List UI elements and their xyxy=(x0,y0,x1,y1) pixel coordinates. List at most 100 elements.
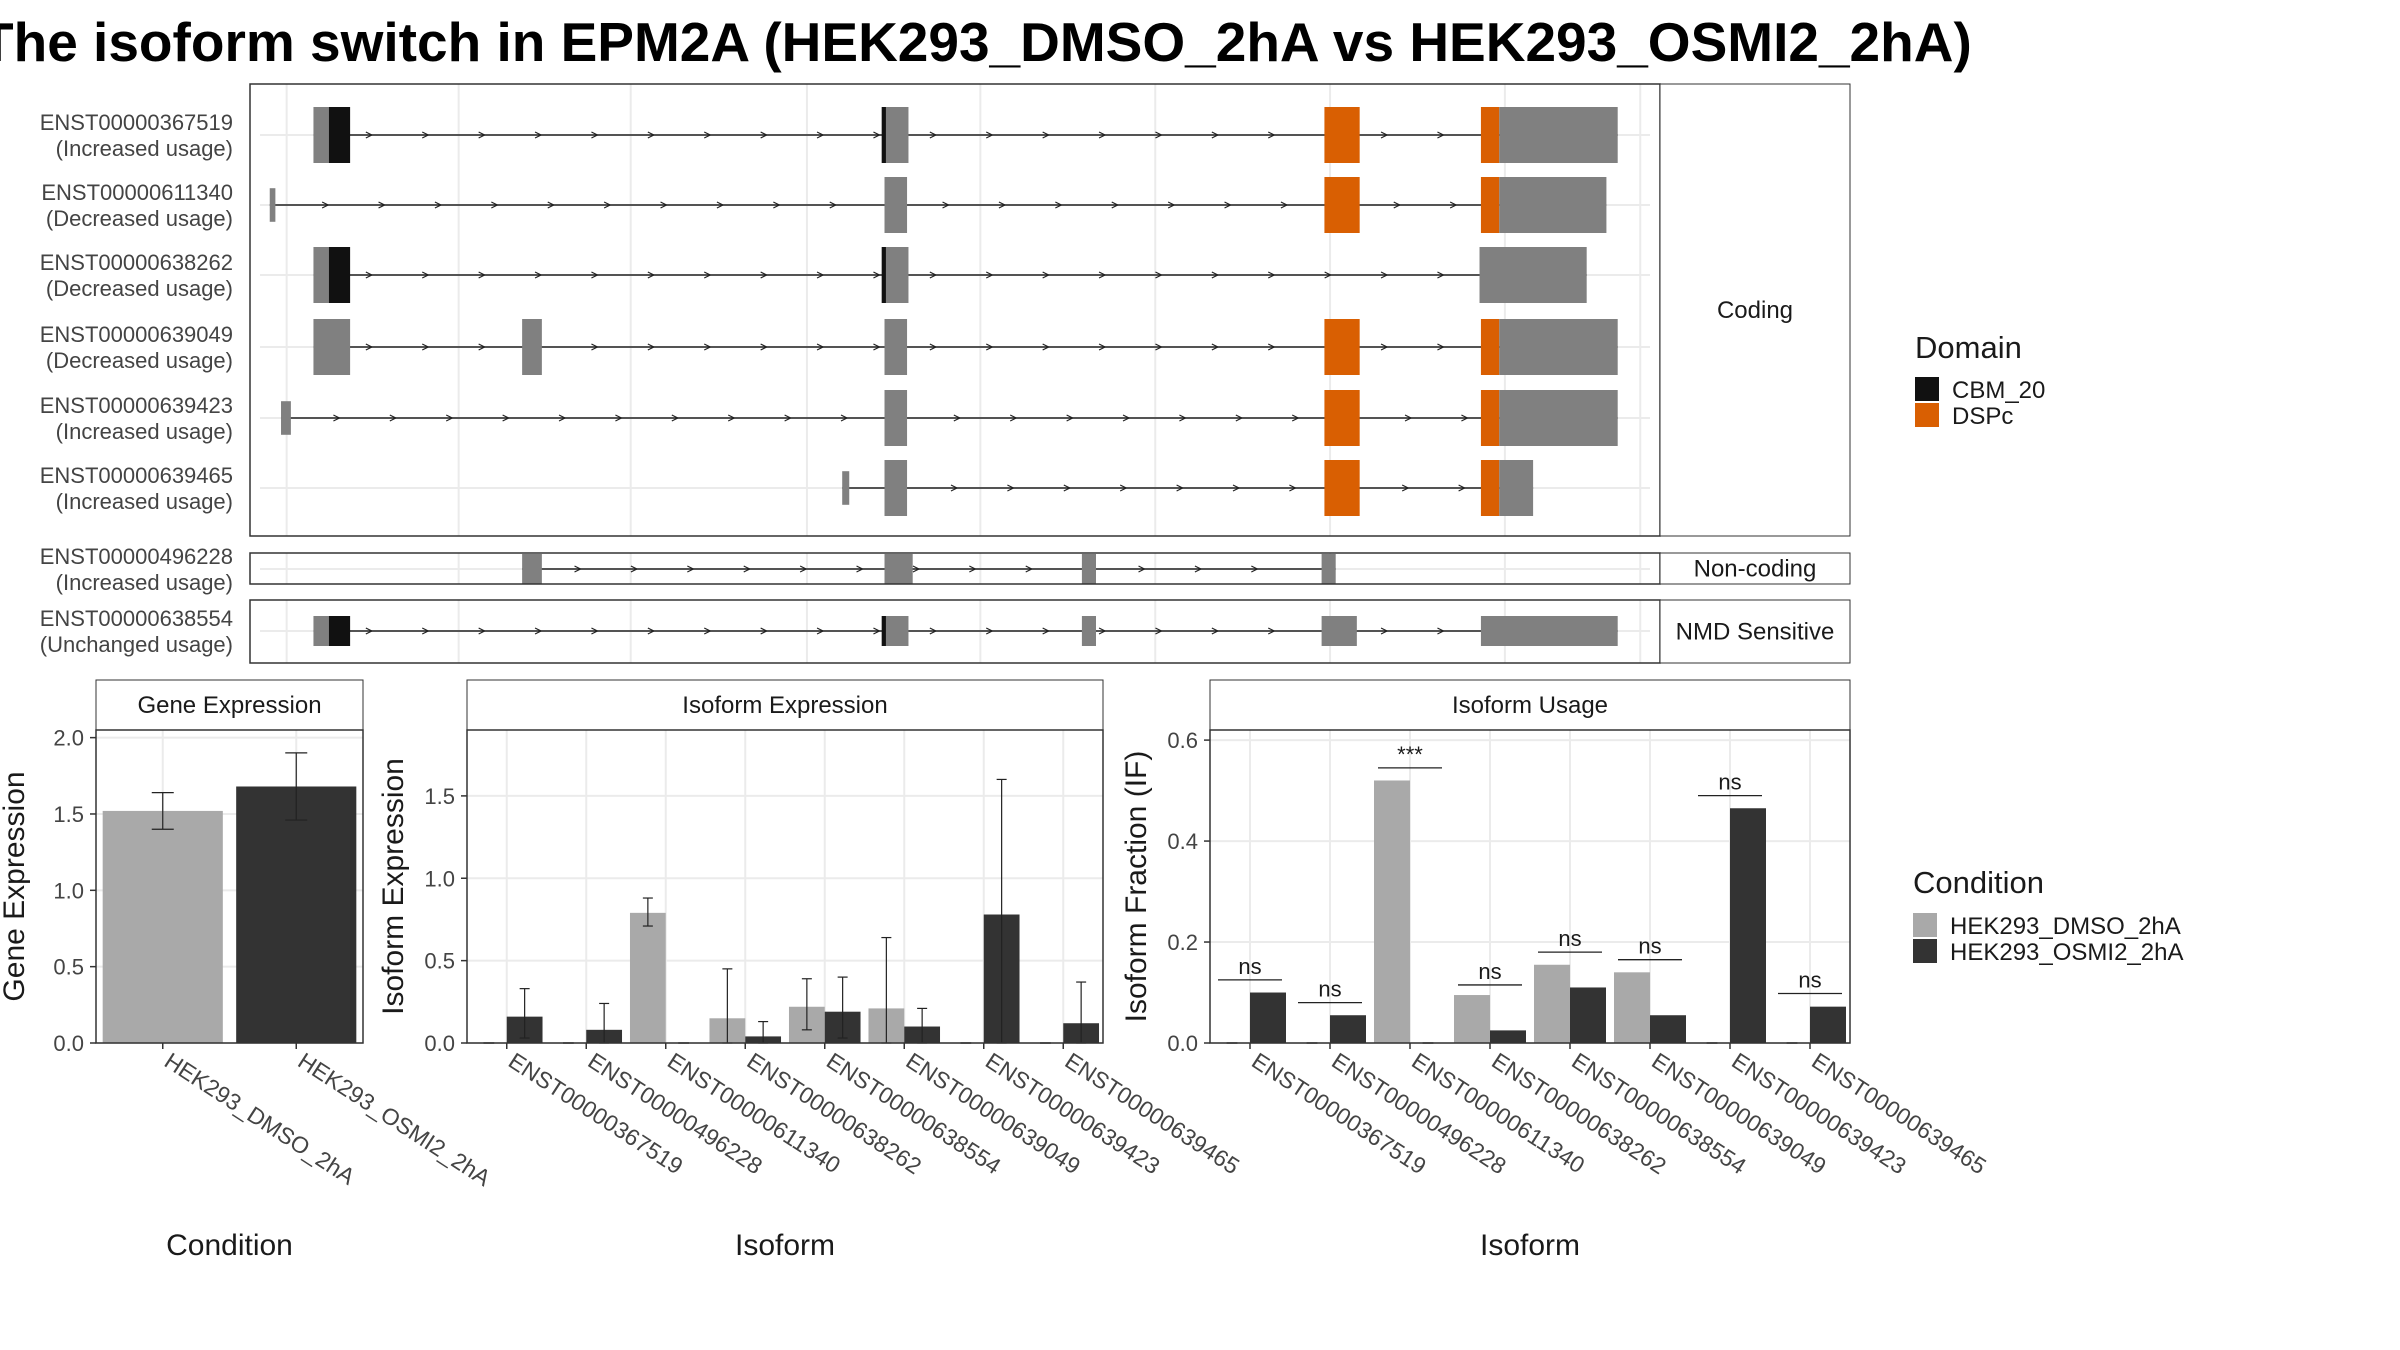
strand-arrow xyxy=(591,627,599,635)
chart-title: Isoform Expression xyxy=(682,692,887,719)
strand-arrow xyxy=(799,565,808,573)
strand-arrow xyxy=(534,131,543,139)
strand-arrow xyxy=(389,414,398,422)
strand-arrow xyxy=(591,343,599,351)
strand-arrow xyxy=(365,131,374,139)
strand-arrow xyxy=(421,343,430,351)
strand-arrow xyxy=(1098,627,1107,635)
strand-arrow xyxy=(1461,414,1469,422)
y-tick-label: 0.0 xyxy=(1167,1031,1198,1056)
strand-arrow xyxy=(1267,271,1276,279)
strand-arrow xyxy=(703,627,712,635)
transcript-status-label: (Decreased usage) xyxy=(46,206,233,231)
strand-arrow xyxy=(969,565,977,573)
exon-block xyxy=(842,471,850,505)
strand-arrow xyxy=(647,271,656,279)
cbm20-domain-block xyxy=(328,107,351,163)
strand-arrow xyxy=(1194,565,1203,573)
chart-title: Gene Expression xyxy=(137,692,321,719)
strand-arrow xyxy=(760,343,768,351)
exon-block xyxy=(884,616,909,646)
significance-label: ns xyxy=(1798,968,1821,993)
exon-block xyxy=(1081,554,1096,584)
strand-arrow xyxy=(1063,484,1072,492)
panel-border xyxy=(95,729,364,1044)
bar xyxy=(1374,780,1410,1043)
strand-arrow xyxy=(1098,343,1107,351)
panel-border xyxy=(1209,729,1851,1044)
strand-arrow xyxy=(784,414,792,422)
exon-block xyxy=(884,390,908,446)
strand-arrow xyxy=(1042,343,1050,351)
strand-arrow xyxy=(630,565,639,573)
facet-strip xyxy=(1659,599,1851,664)
transcript-id-label: ENST00000638554 xyxy=(40,606,233,631)
x-axis-title: Isoform xyxy=(735,1229,835,1262)
strand-arrow xyxy=(1066,414,1074,422)
strand-arrow xyxy=(873,343,881,351)
bar xyxy=(1454,995,1490,1043)
strand-arrow xyxy=(421,271,430,279)
strand-arrow xyxy=(478,131,486,139)
significance-label: ns xyxy=(1478,959,1501,984)
strand-arrow xyxy=(1025,565,1034,573)
dspc-domain-block xyxy=(1324,390,1360,446)
strand-arrow xyxy=(760,627,768,635)
condition-legend-title: Condition xyxy=(1913,865,2044,900)
strand-arrow xyxy=(760,131,768,139)
bar xyxy=(1330,1015,1366,1043)
strand-arrow xyxy=(1404,414,1413,422)
strand-arrow xyxy=(1155,131,1163,139)
strand-arrow xyxy=(985,343,994,351)
strand-arrow xyxy=(1235,414,1244,422)
facet-strip xyxy=(95,679,364,731)
y-tick-label: 1.0 xyxy=(53,878,84,903)
bar xyxy=(1570,987,1606,1043)
strand-arrow xyxy=(333,414,341,422)
y-tick-label: 0.6 xyxy=(1167,728,1198,753)
exon-block xyxy=(269,188,276,222)
strand-arrow xyxy=(1155,343,1163,351)
bar xyxy=(1730,808,1766,1043)
strand-arrow xyxy=(1055,201,1063,209)
exon-block xyxy=(1499,390,1618,446)
strand-arrow xyxy=(1289,484,1297,492)
condition-legend-swatch xyxy=(1913,939,1937,963)
strand-arrow xyxy=(985,131,994,139)
strand-arrow xyxy=(703,343,712,351)
strand-arrow xyxy=(929,343,938,351)
condition-legend-label: HEK293_OSMI2_2hA xyxy=(1950,939,2183,966)
significance-label: ns xyxy=(1558,926,1581,951)
strand-arrow xyxy=(829,201,838,209)
strand-arrow xyxy=(478,343,486,351)
significance-label: ns xyxy=(1238,954,1261,979)
strand-arrow xyxy=(912,565,921,573)
transcript-status-label: (Increased usage) xyxy=(56,489,233,514)
strand-arrow xyxy=(703,131,712,139)
transcript-id-label: ENST00000611340 xyxy=(41,180,233,205)
strand-arrow xyxy=(647,627,656,635)
strand-arrow xyxy=(873,131,881,139)
panel-border xyxy=(249,83,1661,537)
bar xyxy=(1490,1030,1526,1043)
condition-legend-label: HEK293_DMSO_2hA xyxy=(1950,913,2181,940)
strand-arrow xyxy=(1211,271,1220,279)
facet-strip xyxy=(1209,679,1851,731)
strand-arrow xyxy=(365,343,374,351)
strand-arrow xyxy=(445,414,454,422)
strand-arrow xyxy=(1280,201,1289,209)
x-axis-title: Isoform xyxy=(1480,1229,1580,1262)
significance-label: ns xyxy=(1718,770,1741,795)
strand-arrow xyxy=(856,565,864,573)
strand-arrow xyxy=(1393,201,1402,209)
strand-arrow xyxy=(591,271,599,279)
strand-arrow xyxy=(502,414,510,422)
strand-arrow xyxy=(1098,131,1107,139)
exon-block xyxy=(1321,554,1336,584)
strand-arrow xyxy=(1122,414,1131,422)
strand-arrow xyxy=(929,131,938,139)
strand-arrow xyxy=(716,201,725,209)
strand-arrow xyxy=(953,414,962,422)
transcript-status-label: (Unchanged usage) xyxy=(40,632,233,657)
strand-arrow xyxy=(1267,131,1276,139)
